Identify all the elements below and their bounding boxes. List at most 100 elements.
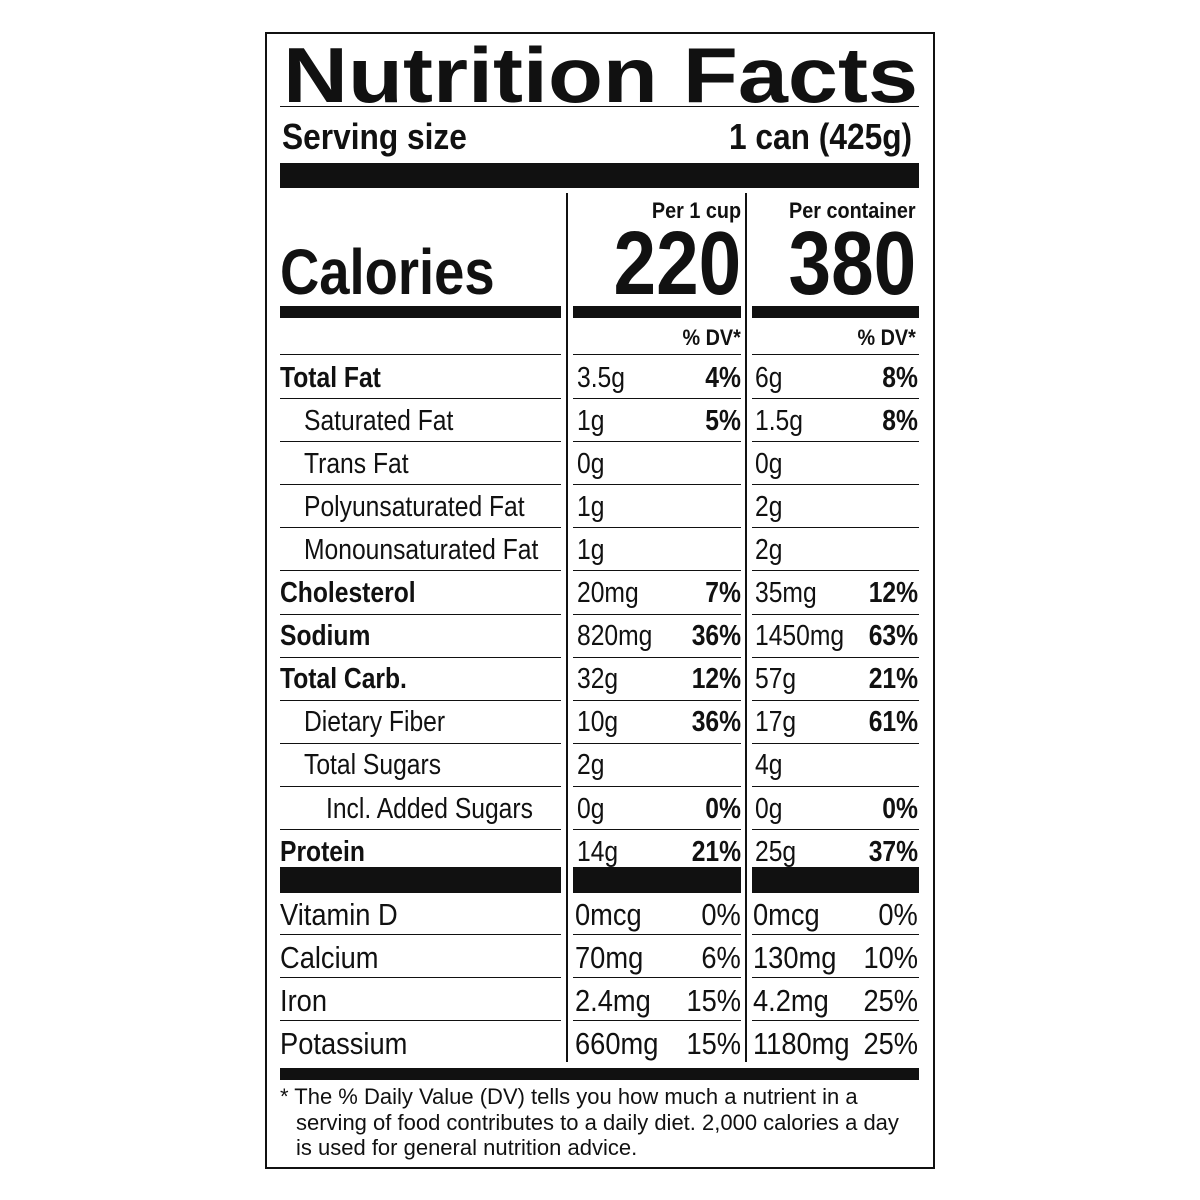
daily-value: 7% xyxy=(705,577,741,609)
rule xyxy=(573,1020,741,1022)
daily-value: 61% xyxy=(868,706,918,739)
rule xyxy=(752,398,919,399)
amount: 1180mg xyxy=(753,1025,850,1061)
rule xyxy=(280,829,561,830)
nutrient-name: Total Sugars xyxy=(304,749,442,782)
daily-value: 15% xyxy=(686,982,741,1018)
nutrient-name: Sodium xyxy=(280,620,371,653)
amount: 1g xyxy=(577,404,605,437)
daily-value: 0% xyxy=(701,896,741,932)
rule xyxy=(573,656,741,658)
thick-bar xyxy=(752,306,919,318)
rule xyxy=(752,977,919,979)
vitamin-name: Iron xyxy=(280,982,328,1018)
nutrient-name: Polyunsaturated Fat xyxy=(304,490,525,523)
rule xyxy=(280,699,561,701)
rule xyxy=(280,484,561,486)
rule xyxy=(573,613,741,615)
rule xyxy=(280,742,561,744)
amount: 0mcg xyxy=(575,896,642,932)
nutrient-name: Dietary Fiber xyxy=(304,706,446,739)
thick-bar xyxy=(280,867,561,894)
rule xyxy=(280,570,561,572)
column-divider xyxy=(745,193,747,1062)
daily-value: 21% xyxy=(691,835,741,868)
rule xyxy=(752,934,919,936)
rule xyxy=(752,613,919,615)
vitamin-name: Vitamin D xyxy=(280,896,398,932)
vitamin-name: Calcium xyxy=(280,939,379,975)
amount: 2g xyxy=(577,749,605,782)
amount: 2.4mg xyxy=(575,982,651,1018)
rule xyxy=(752,441,919,443)
nutrient-name: Cholesterol xyxy=(280,577,416,609)
rule xyxy=(280,613,561,615)
daily-value: 21% xyxy=(868,663,918,696)
amount: 4g xyxy=(755,749,783,782)
rule xyxy=(752,1020,919,1022)
rule xyxy=(280,441,561,443)
rule xyxy=(573,354,741,355)
dv-header: % DV* xyxy=(682,325,741,350)
amount: 6g xyxy=(755,361,783,394)
amount: 1.5g xyxy=(755,404,803,437)
amount: 20mg xyxy=(577,577,639,609)
rule xyxy=(280,785,561,787)
amount: 57g xyxy=(755,663,797,696)
column-header: Per 1 cup xyxy=(651,198,741,223)
rule xyxy=(280,398,561,399)
rule xyxy=(573,699,741,701)
amount: 35mg xyxy=(755,577,817,609)
daily-value: 8% xyxy=(882,361,918,394)
amount: 10g xyxy=(577,706,619,739)
amount: 0g xyxy=(577,792,605,825)
rule xyxy=(752,570,919,572)
rule xyxy=(280,1020,561,1022)
calories-value: 220 xyxy=(613,214,741,314)
daily-value: 4% xyxy=(705,361,741,394)
daily-value: 10% xyxy=(863,939,918,975)
vitamin-name: Potassium xyxy=(280,1025,408,1061)
amount: 4.2mg xyxy=(753,982,829,1018)
nutrient-name: Total Carb. xyxy=(280,663,407,696)
nutrient-name: Protein xyxy=(280,835,365,868)
rule xyxy=(752,354,919,355)
thick-bar xyxy=(752,867,919,894)
daily-value: 0% xyxy=(705,792,741,825)
serving-value: 1 can (425g) xyxy=(728,116,912,157)
nutrient-name: Total Fat xyxy=(280,361,381,394)
rule xyxy=(573,484,741,486)
rule xyxy=(752,742,919,744)
nutrient-name: Trans Fat xyxy=(304,447,409,480)
footnote: * The % Daily Value (DV) tells you how m… xyxy=(280,1084,899,1160)
rule xyxy=(280,106,919,107)
rule xyxy=(573,934,741,936)
daily-value: 5% xyxy=(705,404,741,437)
daily-value: 8% xyxy=(882,404,918,437)
dv-header: % DV* xyxy=(857,325,916,350)
rule xyxy=(573,398,741,399)
daily-value: 0% xyxy=(882,792,918,825)
amount: 0g xyxy=(755,792,783,825)
amount: 1g xyxy=(577,490,605,523)
daily-value: 12% xyxy=(691,663,741,696)
rule xyxy=(280,354,561,355)
amount: 0g xyxy=(577,447,605,480)
rule xyxy=(752,829,919,830)
calories-label: Calories xyxy=(280,236,495,308)
amount: 0g xyxy=(755,447,783,480)
daily-value: 15% xyxy=(686,1025,741,1061)
amount: 32g xyxy=(577,663,619,696)
rule xyxy=(280,934,561,936)
amount: 14g xyxy=(577,835,619,868)
thick-bar xyxy=(280,306,561,318)
daily-value: 0% xyxy=(878,896,918,932)
amount: 70mg xyxy=(575,939,644,975)
rule xyxy=(752,656,919,658)
nutrient-name: Monounsaturated Fat xyxy=(304,533,539,566)
amount: 130mg xyxy=(753,939,837,975)
amount: 0mcg xyxy=(753,896,820,932)
daily-value: 25% xyxy=(863,1025,918,1061)
rule xyxy=(573,829,741,830)
rule xyxy=(573,785,741,787)
